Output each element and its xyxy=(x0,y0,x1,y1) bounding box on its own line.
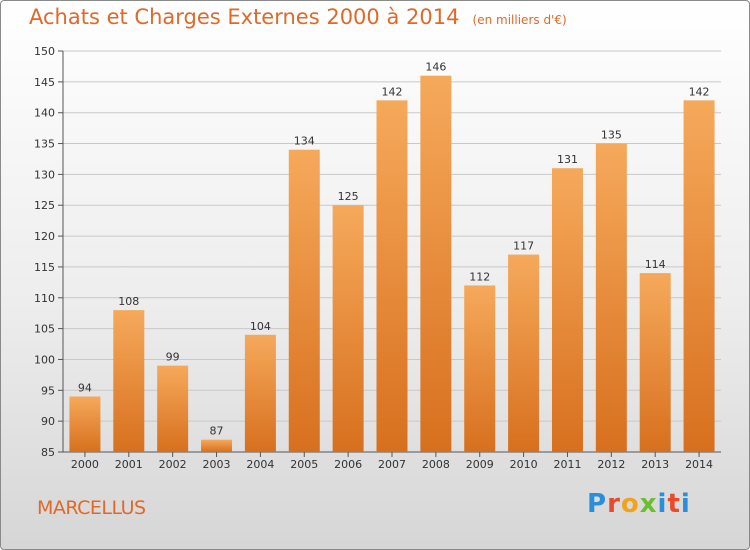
x-tick-label: 2008 xyxy=(422,458,450,471)
y-tick-label: 150 xyxy=(34,45,55,58)
x-tick-label: 2011 xyxy=(553,458,581,471)
data-label: 142 xyxy=(382,85,403,98)
x-tick-label: 2000 xyxy=(71,458,99,471)
data-label: 104 xyxy=(250,320,271,333)
x-tick-label: 2002 xyxy=(159,458,187,471)
x-tick-label: 2003 xyxy=(203,458,231,471)
x-tick-label: 2007 xyxy=(378,458,406,471)
chart-title-block: Achats et Charges Externes 2000 à 2014 (… xyxy=(29,5,567,29)
proxiti-logo: Proxiti xyxy=(587,489,691,519)
data-label: 112 xyxy=(469,270,490,283)
x-tick-label: 2004 xyxy=(246,458,274,471)
y-tick-label: 90 xyxy=(41,415,55,428)
data-label: 131 xyxy=(557,153,578,166)
bar xyxy=(508,254,540,452)
x-tick-label: 2006 xyxy=(334,458,362,471)
x-tick-label: 2010 xyxy=(510,458,538,471)
y-tick-label: 125 xyxy=(34,199,55,212)
bar xyxy=(69,396,101,452)
bar xyxy=(639,273,671,452)
x-tick-label: 2013 xyxy=(641,458,669,471)
bar xyxy=(332,205,364,452)
y-tick-label: 105 xyxy=(34,323,55,336)
logo-letter-1: P xyxy=(587,489,608,519)
x-tick-label: 2014 xyxy=(685,458,713,471)
data-label: 117 xyxy=(513,240,534,253)
y-tick-label: 115 xyxy=(34,261,55,274)
data-label: 108 xyxy=(118,295,139,308)
bar xyxy=(157,365,189,452)
y-tick-label: 100 xyxy=(34,353,55,366)
y-tick-label: 135 xyxy=(34,138,55,151)
bar xyxy=(683,100,715,452)
bar xyxy=(464,285,496,452)
bar xyxy=(551,168,583,452)
chart-subtitle: (en milliers d'€) xyxy=(472,13,567,27)
y-tick-label: 110 xyxy=(34,292,55,305)
bar xyxy=(201,439,233,452)
data-label: 125 xyxy=(338,190,359,203)
x-tick-label: 2001 xyxy=(115,458,143,471)
y-tick-label: 95 xyxy=(41,384,55,397)
data-label: 134 xyxy=(294,135,315,148)
chart-title: Achats et Charges Externes 2000 à 2014 xyxy=(29,5,460,29)
data-label: 142 xyxy=(689,85,710,98)
bar xyxy=(376,100,408,452)
place-name: MARCELLUS xyxy=(37,497,146,519)
bar xyxy=(595,143,627,453)
y-tick-label: 120 xyxy=(34,230,55,243)
bar xyxy=(244,334,276,452)
logo-letter-3: o xyxy=(620,489,640,519)
data-label: 94 xyxy=(78,381,92,394)
y-tick-label: 85 xyxy=(41,446,55,459)
bar xyxy=(420,75,452,452)
data-label: 87 xyxy=(210,425,224,438)
data-label: 146 xyxy=(425,61,446,74)
x-tick-label: 2005 xyxy=(290,458,318,471)
data-label: 114 xyxy=(645,258,666,271)
logo-letter-2: r xyxy=(607,489,621,519)
bar-chart: 85 90 95 100 105 110 115 120 125 130 135 140 145 150 9… xyxy=(34,45,721,471)
logo-letter-5: i xyxy=(657,489,668,519)
bar xyxy=(288,149,320,452)
data-label: 135 xyxy=(601,129,622,142)
logo-letter-6: t xyxy=(667,489,681,519)
logo-letter-4: x xyxy=(639,489,658,519)
y-tick-label: 130 xyxy=(34,168,55,181)
logo-letter-7: i xyxy=(680,489,691,519)
data-label: 99 xyxy=(166,351,180,364)
y-tick-label: 140 xyxy=(34,107,55,120)
bar xyxy=(113,310,145,452)
y-tick-label: 145 xyxy=(34,76,55,89)
x-tick-label: 2012 xyxy=(597,458,625,471)
x-tick-label: 2009 xyxy=(466,458,494,471)
